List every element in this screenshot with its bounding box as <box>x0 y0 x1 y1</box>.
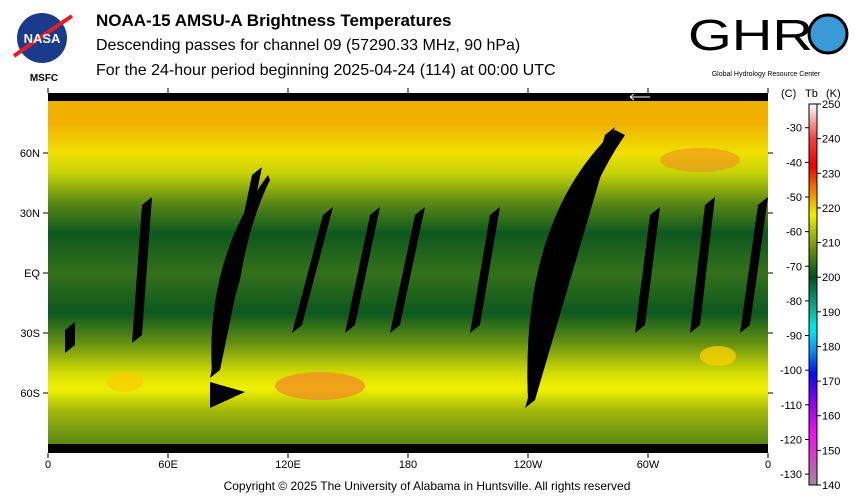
swath-gap <box>527 130 625 400</box>
map-bottom-band <box>48 444 768 453</box>
colorbar-label-k-value: 190 <box>822 307 840 319</box>
colorbar-label-c-value: -110 <box>781 400 802 412</box>
arrow-icon <box>629 93 650 101</box>
x-tick-label: 0 <box>765 459 771 471</box>
swath-gap <box>132 197 152 343</box>
svg-text:MSFC: MSFC <box>30 73 58 84</box>
colorbar-label-k-value: 140 <box>822 480 840 492</box>
data-gap-swaths <box>65 127 768 408</box>
swath-gap <box>211 175 270 375</box>
svg-text:NASA: NASA <box>24 31 61 46</box>
colorbar-label-c: (C) <box>781 88 796 100</box>
colorbar-label-k-value: 250 <box>822 99 840 111</box>
colorbar-label-c-value: -90 <box>786 331 802 343</box>
y-tick-label: EQ <box>24 268 40 280</box>
nasa-logo: NASA MSFC <box>12 13 74 84</box>
colorbar-label-k-value: 220 <box>822 203 840 215</box>
colorbar-label-k-value: 200 <box>822 272 840 284</box>
colorbar-label-k-value: 210 <box>822 238 840 250</box>
swath-gap <box>690 197 715 333</box>
colorbar-label-k-value: 150 <box>822 445 840 457</box>
x-tick-label: 0 <box>45 459 51 471</box>
swath-gap <box>390 207 425 333</box>
colorbar-label-tb: Tb <box>805 88 818 100</box>
colorbar-label-k: (K) <box>826 88 841 100</box>
y-tick-label: 60N <box>20 148 40 160</box>
svg-text:GHR: GHR <box>688 11 813 60</box>
colorbar-label-c-value: -70 <box>786 261 802 273</box>
colorbar-label-c-value: -120 <box>780 434 802 446</box>
swath-gap <box>65 322 75 353</box>
colorbar-label-c-value: -50 <box>786 192 802 204</box>
swath-gap <box>210 382 245 408</box>
colorbar-label-c-value: -80 <box>786 296 802 308</box>
ghrc-logo: GHR Global Hydrology Resource Center <box>688 11 849 78</box>
colorbar-label-k-value: 160 <box>822 411 840 423</box>
chart-title: NOAA-15 AMSU-A Brightness Temperatures <box>96 11 452 30</box>
colorbar-label-c-value: -60 <box>786 227 802 239</box>
colorbar-label-c-value: -100 <box>780 365 802 377</box>
colorbar-label-k-value: 230 <box>822 168 840 180</box>
swath-gap <box>470 207 500 333</box>
colorbar <box>808 103 818 486</box>
y-tick-label: 60S <box>20 388 40 400</box>
chart-subtitle: Descending passes for channel 09 (57290.… <box>96 37 521 54</box>
colorbar-label-c-value: -40 <box>786 157 802 169</box>
x-tick-label: 180 <box>399 459 417 471</box>
swath-gap <box>740 197 768 333</box>
colorbar-label-c-value: -130 <box>780 469 802 481</box>
swath-gap <box>292 207 333 333</box>
chart-period: For the 24-hour period beginning 2025-04… <box>96 62 556 79</box>
y-tick-label: 30S <box>20 328 40 340</box>
copyright: Copyright © 2025 The University of Alaba… <box>223 479 631 493</box>
svg-text:Global Hydrology Resource Cent: Global Hydrology Resource Center <box>712 71 821 78</box>
x-tick-label: 120E <box>275 459 301 471</box>
colorbar-label-k-value: 170 <box>822 376 840 388</box>
colorbar-label-k-value: 180 <box>822 341 840 353</box>
map-top-band <box>48 93 768 101</box>
x-tick-label: 120W <box>514 459 543 471</box>
y-tick-label: 30N <box>20 208 40 220</box>
swath-gap <box>345 207 380 333</box>
colorbar-label-c-value: -30 <box>786 123 802 135</box>
swath-gap <box>635 207 660 333</box>
x-tick-label: 60W <box>637 459 660 471</box>
colorbar-label-k-value: 240 <box>822 134 840 146</box>
x-tick-label: 60E <box>158 459 178 471</box>
warm-blobs <box>107 148 740 400</box>
